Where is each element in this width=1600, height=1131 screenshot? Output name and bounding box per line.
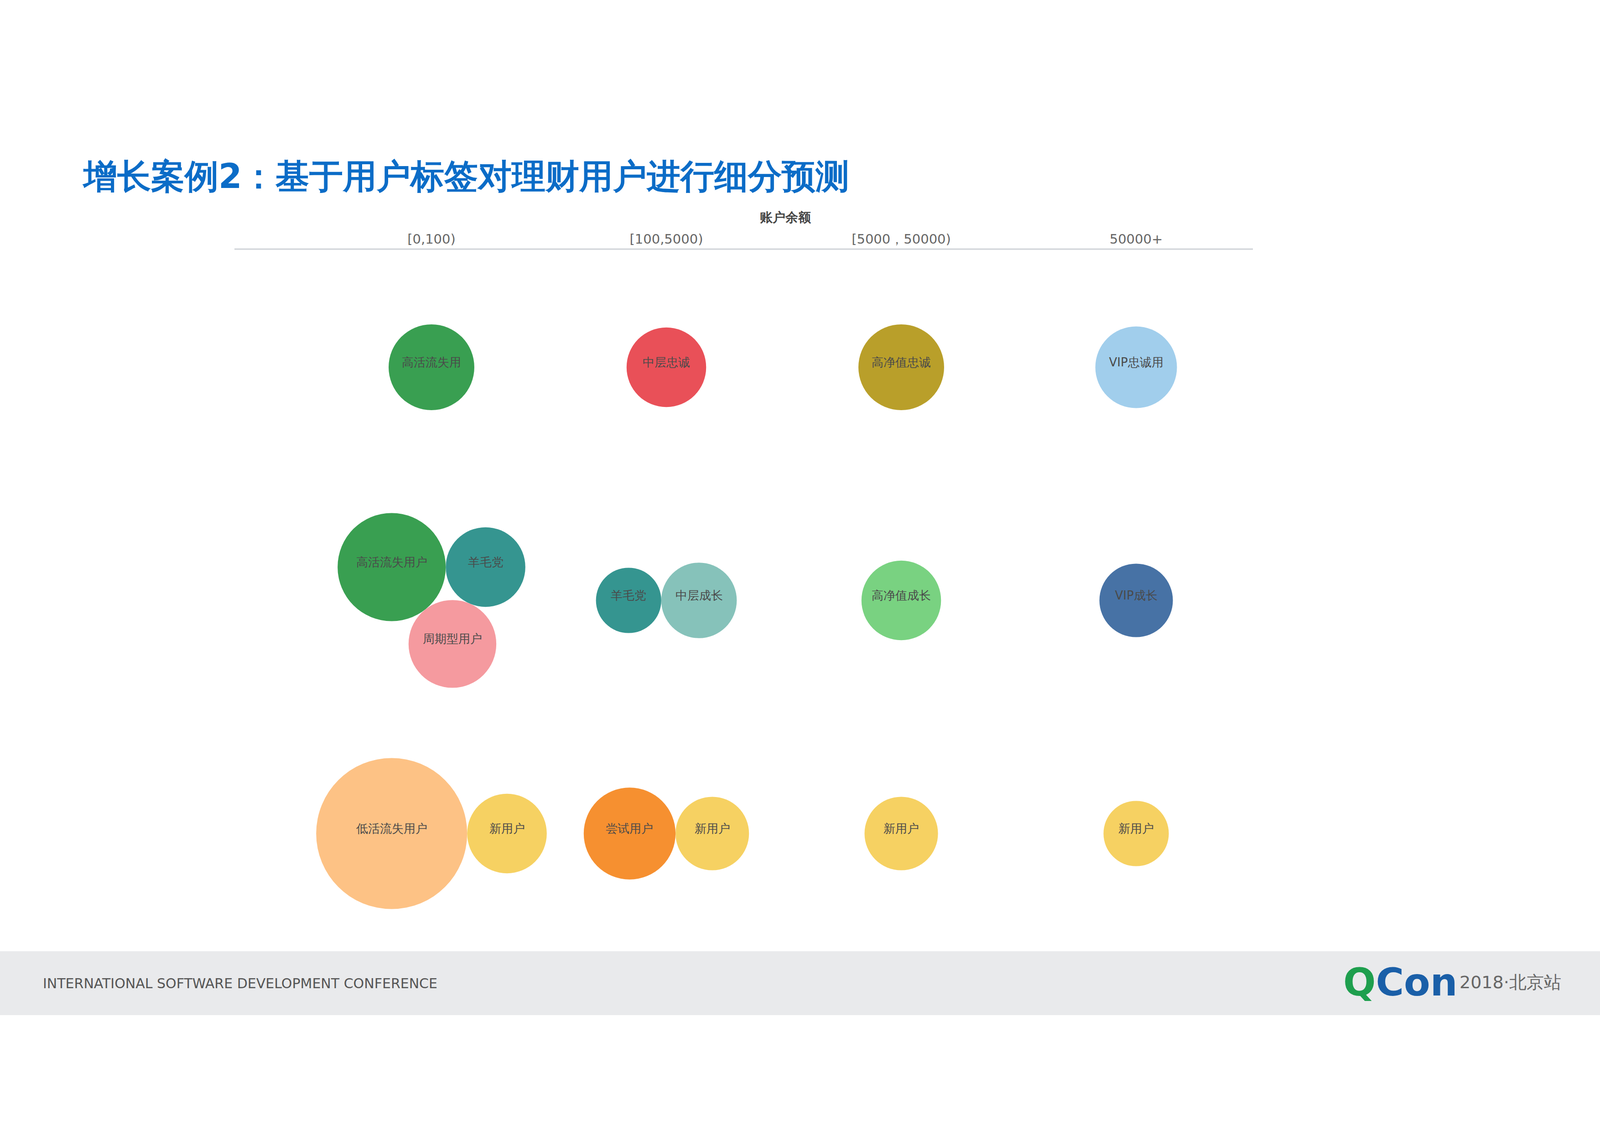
- bubble-label: 中层成长: [675, 588, 723, 603]
- column-label: [0,100): [407, 231, 456, 247]
- bubble: [408, 599, 497, 688]
- logo: QCon: [1343, 959, 1458, 1005]
- bubble-label: 新用户: [489, 821, 525, 836]
- bubble: [316, 757, 468, 909]
- bubble-label: 高活流失用: [401, 355, 462, 369]
- bubble-label: 周期型用户: [422, 631, 483, 646]
- bubble: [596, 567, 662, 633]
- bubble-label: VIP忠诚用: [1108, 355, 1164, 369]
- bubble-label: 高活流失用户: [356, 555, 428, 569]
- edition: 2018·北京站: [1459, 971, 1562, 993]
- bubble: [337, 512, 446, 621]
- bubble-label: 高净值忠诚: [871, 355, 931, 369]
- bubble-label: 低活流失用户: [356, 821, 428, 836]
- column-label: 50000+: [1109, 231, 1164, 247]
- background: [0, 0, 1600, 1131]
- bubble: [858, 324, 945, 411]
- bubble: [864, 796, 938, 870]
- bubble: [445, 527, 525, 607]
- bubble: [626, 327, 707, 407]
- footer-text: INTERNATIONAL SOFTWARE DEVELOPMENT CONFE…: [42, 975, 438, 992]
- bubbles: [316, 324, 1177, 909]
- bubble: [1099, 563, 1173, 637]
- footer-band: [0, 950, 1600, 1015]
- bubble-labels: 高活流失用中层忠诚高净值忠诚VIP忠诚用高活流失用户羊毛党周期型用户羊毛党中层成…: [356, 355, 1164, 836]
- bubble: [675, 796, 749, 870]
- bubble: [661, 562, 738, 639]
- bubble-label: 尝试用户: [605, 821, 654, 836]
- bubble-label: 高净值成长: [871, 588, 931, 603]
- bubble: [583, 787, 676, 879]
- bubble-label: 新用户: [1118, 821, 1154, 836]
- column-label: [100,5000): [629, 231, 703, 247]
- bubble-label: 新用户: [883, 821, 920, 836]
- bubble: [1095, 326, 1178, 409]
- bubble: [861, 560, 941, 640]
- bubble-label: 新用户: [694, 821, 731, 836]
- slide: 增长案例2：基于用户标签对理财用户进行细分预测 INTERNATIONAL SOF…: [0, 0, 1600, 1131]
- axis-line: [234, 248, 1253, 250]
- bubble-label: 中层忠诚: [642, 355, 691, 369]
- bubble-label: VIP成长: [1114, 588, 1158, 603]
- bubble-label: 羊毛党: [467, 555, 504, 569]
- bubble: [467, 793, 547, 873]
- bubble: [1103, 800, 1169, 866]
- bubble: [388, 324, 475, 411]
- column-label: [5000，50000): [851, 231, 951, 247]
- axis-title: 账户余额: [759, 209, 812, 225]
- title: 增长案例2：基于用户标签对理财用户进行细分预测: [82, 156, 850, 196]
- bubble-label: 羊毛党: [610, 588, 647, 603]
